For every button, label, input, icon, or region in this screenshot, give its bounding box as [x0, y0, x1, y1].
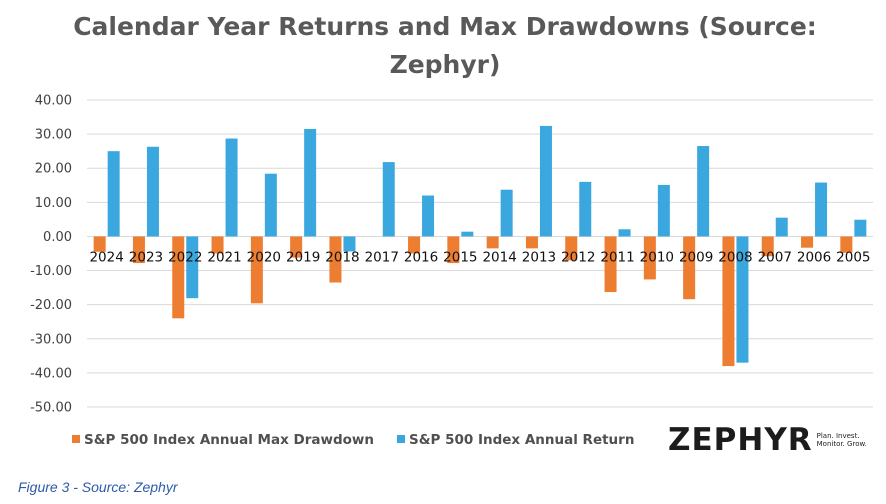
drawdown-bar-2014 [486, 236, 499, 249]
drawdown-bar-2022 [172, 236, 185, 319]
x-tick-label: 2017 [365, 249, 399, 265]
drawdown-bar-2006 [801, 236, 814, 248]
legend-label-drawdown: S&P 500 Index Annual Max Drawdown [84, 432, 374, 448]
y-tick-label: 10.00 [35, 196, 72, 211]
y-tick-label: 30.00 [35, 128, 72, 143]
y-tick-label: -30.00 [30, 332, 72, 347]
return-bar-2010 [657, 184, 670, 237]
x-tick-label: 2013 [522, 249, 556, 265]
return-bar-2006 [815, 182, 828, 237]
chart-plot: 40.00 30.00 20.00 10.00 0.00 -10.00 -20.00 -30.… [30, 94, 873, 448]
y-tick-label: 20.00 [35, 162, 72, 177]
drawdown-bar-2013 [525, 236, 538, 249]
x-tick-label: 2022 [168, 249, 202, 265]
return-bar-2023 [146, 146, 159, 237]
x-tick-label: 2018 [325, 249, 359, 265]
drawdown-bar-2018 [329, 236, 342, 283]
return-bar-2021 [225, 138, 238, 237]
brand-name: ZEPHYR [668, 422, 813, 458]
return-bar-2022 [186, 236, 199, 299]
y-tick-label: 40.00 [35, 94, 72, 109]
drawdown-bar-2023 [132, 236, 145, 264]
drawdown-bar-2020 [250, 236, 263, 304]
return-bar-2019 [304, 128, 317, 237]
zephyr-logo: ZEPHYR Plan. Invest. Monitor. Grow. [668, 420, 879, 460]
x-axis-labels: 2024 2023 2022 2021 2020 2019 2018 2017 2016 2015… [89, 249, 870, 265]
legend-label-return: S&P 500 Index Annual Return [409, 432, 634, 448]
drawdown-bar-2012 [565, 236, 578, 261]
drawdown-bar-2008 [722, 236, 735, 367]
x-tick-label: 2006 [797, 249, 831, 265]
x-tick-label: 2005 [836, 249, 870, 265]
drawdown-bar-2015 [447, 236, 460, 264]
y-axis-labels: 40.00 30.00 20.00 10.00 0.00 -10.00 -20.00 -30.… [30, 94, 72, 416]
x-tick-label: 2008 [718, 249, 752, 265]
return-bar-2007 [775, 217, 788, 237]
return-bar-2017 [382, 162, 395, 237]
y-tick-label: 0.00 [43, 230, 72, 245]
x-tick-label: 2009 [679, 249, 713, 265]
return-bar-2013 [539, 125, 552, 237]
return-bar-2009 [697, 146, 710, 237]
return-bar-2018 [343, 236, 356, 252]
return-bar-2012 [579, 181, 592, 237]
gridlines [87, 99, 873, 408]
return-bar-2008 [736, 236, 749, 363]
drawdown-bar-2019 [290, 236, 303, 258]
x-tick-label: 2015 [443, 249, 477, 265]
chart-title: Calendar Year Returns and Max Drawdowns … [73, 12, 817, 79]
x-tick-label: 2011 [600, 249, 634, 265]
drawdown-bar-2021 [211, 236, 224, 254]
y-tick-label: -10.00 [30, 264, 72, 279]
drawdown-bar-2011 [604, 236, 617, 293]
x-tick-label: 2007 [758, 249, 792, 265]
return-bar-2014 [500, 189, 513, 237]
bars [93, 125, 867, 367]
x-tick-label: 2010 [640, 249, 674, 265]
return-bar-2011 [618, 229, 631, 237]
drawdown-bar-2005 [840, 236, 853, 253]
legend: S&P 500 Index Annual Max Drawdown S&P 50… [72, 432, 634, 448]
drawdown-bar-2010 [643, 236, 656, 280]
x-tick-label: 2023 [129, 249, 163, 265]
x-tick-label: 2016 [404, 249, 438, 265]
y-tick-label: -20.00 [30, 298, 72, 313]
return-bar-2016 [422, 195, 435, 237]
x-tick-label: 2019 [286, 249, 320, 265]
return-bar-2015 [461, 231, 474, 237]
x-tick-label: 2021 [207, 249, 241, 265]
legend-swatch-return [397, 435, 405, 443]
drawdown-bar-2024 [93, 236, 106, 252]
drawdown-bar-2009 [683, 236, 696, 300]
x-tick-label: 2024 [89, 249, 123, 265]
x-tick-label: 2014 [482, 249, 516, 265]
return-bar-2020 [264, 173, 277, 237]
y-tick-label: -40.00 [30, 366, 72, 381]
figure-caption: Figure 3 - Source: Zephyr [18, 479, 178, 495]
y-tick-label: -50.00 [30, 401, 72, 416]
x-tick-label: 2012 [561, 249, 595, 265]
drawdown-bar-2016 [408, 236, 421, 254]
drawdown-bar-2007 [761, 236, 774, 257]
return-bar-2005 [854, 219, 867, 237]
return-bar-2024 [107, 151, 120, 237]
brand-tagline: Plan. Invest. Monitor. Grow. [816, 432, 867, 448]
x-tick-label: 2020 [247, 249, 281, 265]
legend-swatch-drawdown [72, 435, 80, 443]
